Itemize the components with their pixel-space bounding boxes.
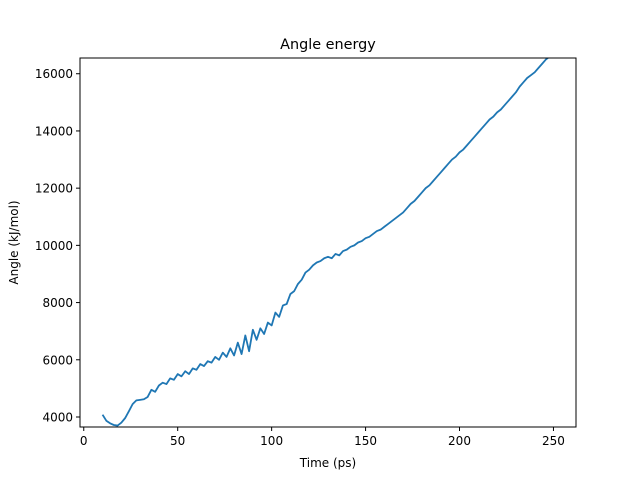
x-tick-label: 250 bbox=[542, 434, 565, 448]
y-tick-label: 16000 bbox=[35, 67, 73, 81]
y-tick-label: 4000 bbox=[42, 410, 73, 424]
x-tick-label: 100 bbox=[260, 434, 283, 448]
x-tick-label: 0 bbox=[80, 434, 88, 448]
y-tick-label: 8000 bbox=[42, 296, 73, 310]
y-tick-label: 6000 bbox=[42, 353, 73, 367]
series-line bbox=[101, 58, 550, 427]
plot-area bbox=[79, 57, 577, 428]
plot-frame bbox=[79, 57, 577, 428]
chart-title: Angle energy bbox=[280, 37, 376, 53]
y-tick-label: 14000 bbox=[35, 124, 73, 138]
plot-background bbox=[80, 58, 576, 427]
x-tick-label: 50 bbox=[170, 434, 185, 448]
y-tick-label: 12000 bbox=[35, 182, 73, 196]
series-layer bbox=[101, 58, 550, 427]
x-tick-label: 200 bbox=[448, 434, 471, 448]
y-tick-label: 10000 bbox=[35, 239, 73, 253]
y-axis: 4000 6000 8000 10000 12000 14000 16000 bbox=[35, 67, 80, 424]
y-axis-label: Angle (kJ/mol) bbox=[7, 200, 21, 284]
x-tick-label: 150 bbox=[354, 434, 377, 448]
x-axis-label: Time (ps) bbox=[299, 456, 356, 470]
x-axis: 0 50 100 150 200 250 bbox=[80, 427, 565, 448]
